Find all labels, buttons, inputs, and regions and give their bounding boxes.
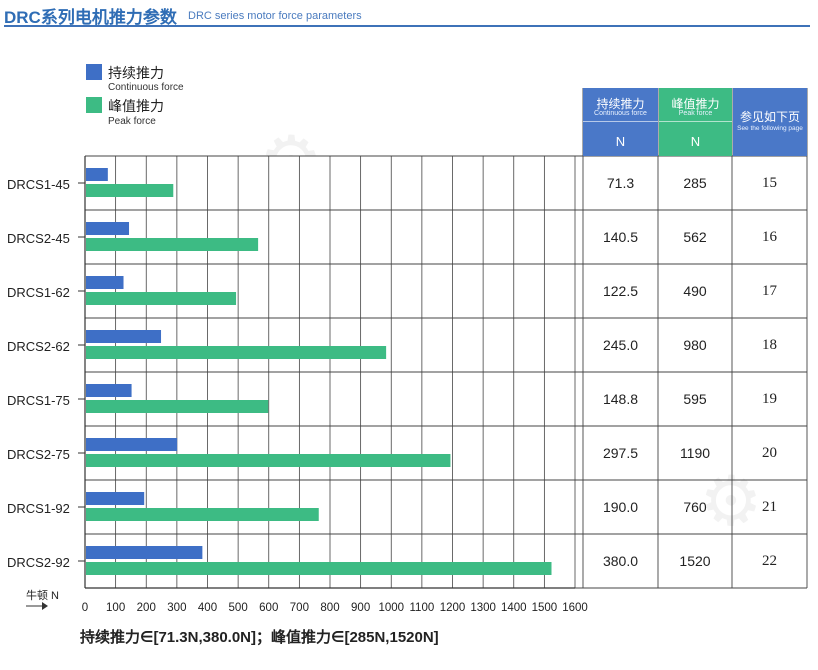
- table-cell-continuous: 122.5: [602, 283, 639, 299]
- table-cell-peak: 562: [683, 229, 707, 245]
- table-header-continuous-sublabel: Continuous force: [594, 110, 647, 117]
- x-tick-label: 1200: [440, 602, 466, 614]
- table-cell-page: 15: [762, 175, 777, 191]
- table-header-page-sublabel: See the following page: [737, 125, 803, 132]
- x-tick-label: 1000: [378, 602, 404, 614]
- legend-sublabel-continuous: Continuous force: [108, 82, 184, 93]
- y-category-label: DRCS1-45: [7, 177, 70, 192]
- table-cell-page: 20: [762, 445, 777, 461]
- bar-continuous-force: [86, 384, 132, 397]
- table-cell-continuous: 190.0: [602, 499, 639, 515]
- x-tick-label: 1400: [501, 602, 527, 614]
- bar-continuous-force: [86, 276, 124, 289]
- x-tick-label: 400: [198, 602, 217, 614]
- x-tick-label: 100: [106, 602, 125, 614]
- y-category-label: DRCS2-45: [7, 231, 70, 246]
- legend-swatch-continuous: [86, 64, 102, 80]
- page-title: DRC系列电机推力参数: [4, 8, 177, 27]
- x-tick-label: 500: [229, 602, 248, 614]
- bar-peak-force: [86, 508, 319, 521]
- bar-continuous-force: [86, 168, 108, 181]
- y-category-label: DRCS2-75: [7, 447, 70, 462]
- table-header-page: 参见如下页 See the following page: [733, 88, 807, 156]
- x-tick-label: 600: [259, 602, 278, 614]
- table-cell-continuous: 148.8: [602, 391, 639, 407]
- table-header-peak-label: 峰值推力: [671, 97, 720, 111]
- bar-continuous-force: [86, 438, 178, 451]
- table-header-peak-sublabel: Peak force: [678, 110, 713, 117]
- bar-peak-force: [86, 562, 552, 575]
- table-cell-peak: 285: [683, 175, 707, 191]
- x-tick-label: 1100: [410, 602, 435, 614]
- bar-continuous-force: [86, 492, 145, 505]
- table-cell-continuous: 245.0: [602, 337, 639, 353]
- x-tick-label: 800: [320, 602, 339, 614]
- table-cell-page: 18: [762, 337, 777, 353]
- table-header-divider: [659, 121, 732, 122]
- table-header-divider: [583, 121, 658, 122]
- x-tick-label: 1600: [562, 602, 588, 614]
- x-tick-label: 1500: [532, 602, 558, 614]
- table-header-continuous: 持续推力 Continuous force N: [583, 88, 658, 156]
- legend-label-continuous: 持续推力: [108, 65, 164, 81]
- table-cell-page: 19: [762, 391, 777, 407]
- page-subtitle: DRC series motor force parameters: [188, 10, 362, 22]
- bar-continuous-force: [86, 222, 130, 235]
- x-axis-label: 牛顿 N: [26, 588, 59, 602]
- bar-peak-force: [86, 292, 237, 305]
- x-tick-label: 700: [290, 602, 309, 614]
- y-category-label: DRCS1-62: [7, 285, 70, 300]
- bar-peak-force: [86, 184, 174, 197]
- x-tick-label: 0: [82, 602, 88, 614]
- table-header-continuous-label: 持续推力: [596, 97, 645, 111]
- table-cell-peak: 760: [683, 499, 707, 515]
- table-header-peak: 峰值推力 Peak force N: [659, 88, 732, 156]
- table-cell-continuous: 297.5: [602, 445, 639, 461]
- table-cell-continuous: 140.5: [602, 229, 639, 245]
- table-cell-page: 21: [762, 499, 777, 515]
- y-category-label: DRCS2-92: [7, 555, 70, 570]
- table-cell-peak: 1520: [679, 553, 711, 569]
- table-cell-peak: 490: [683, 283, 707, 299]
- y-category-label: DRCS1-92: [7, 501, 70, 516]
- table-header-page-label: 参见如下页: [739, 110, 800, 124]
- table-cell-continuous: 380.0: [602, 553, 639, 569]
- x-tick-label: 300: [167, 602, 186, 614]
- x-tick-label: 1300: [470, 602, 496, 614]
- x-tick-label: 900: [351, 602, 370, 614]
- table-cell-page: 16: [762, 229, 777, 245]
- table-header-continuous-unit: N: [615, 134, 626, 149]
- x-axis-arrow-head: [42, 602, 48, 610]
- y-category-label: DRCS1-75: [7, 393, 70, 408]
- bar-peak-force: [86, 238, 259, 251]
- bar-continuous-force: [86, 330, 162, 343]
- force-range-summary: 持续推力∈[71.3N,380.0N]；峰值推力∈[285N,1520N]: [80, 629, 439, 646]
- table-cell-peak: 980: [683, 337, 707, 353]
- title-divider: [4, 25, 810, 27]
- table-cell-peak: 1190: [679, 445, 711, 461]
- legend-label-peak: 峰值推力: [108, 98, 164, 114]
- bar-continuous-force: [86, 546, 203, 559]
- table-header-peak-unit: N: [690, 134, 701, 149]
- table-cell-peak: 595: [683, 391, 707, 407]
- table-cell-page: 17: [762, 283, 777, 299]
- table-cell-continuous: 71.3: [606, 175, 635, 191]
- bar-peak-force: [86, 454, 451, 467]
- legend-sublabel-peak: Peak force: [108, 116, 156, 127]
- bar-peak-force: [86, 346, 387, 359]
- y-category-label: DRCS2-62: [7, 339, 70, 354]
- bar-peak-force: [86, 400, 269, 413]
- x-tick-label: 200: [137, 602, 156, 614]
- legend-swatch-peak: [86, 97, 102, 113]
- table-cell-page: 22: [762, 553, 777, 569]
